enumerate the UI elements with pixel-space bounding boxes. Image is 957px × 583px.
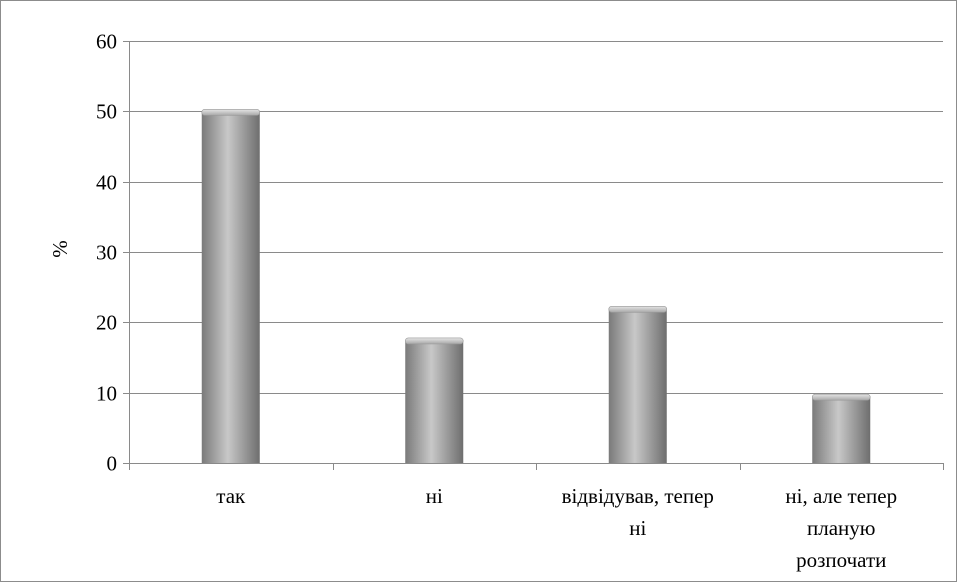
y-tick-label: 40	[96, 171, 117, 195]
x-category-labels: так ні відвідував, тепер ні ні, але тепер пла…	[216, 484, 897, 572]
x-category-label: ні	[426, 484, 443, 508]
bar-cap	[201, 109, 261, 116]
x-category-label: ні, але тепер	[785, 484, 897, 508]
bar	[201, 109, 261, 463]
bar-body	[812, 396, 871, 463]
x-category-label: планую	[807, 516, 875, 540]
y-tick-label: 30	[96, 241, 117, 265]
x-category-label: відвідував, тепер	[562, 484, 714, 508]
bar-body	[608, 308, 667, 463]
y-tick-label: 50	[96, 100, 117, 124]
bar	[811, 393, 871, 463]
x-category-label: розпочати	[796, 548, 886, 572]
bar-cap	[608, 305, 668, 313]
y-tick-label: 10	[96, 382, 117, 406]
y-tick-label: 20	[96, 311, 117, 335]
bar-cap	[811, 393, 871, 401]
y-axis-label: %	[48, 240, 72, 258]
x-category-label: так	[216, 484, 246, 508]
bars	[201, 109, 871, 463]
bar-body	[201, 111, 260, 463]
y-tick-labels: 0 10 20 30 40 50 60	[96, 30, 117, 476]
y-tick-label: 60	[96, 30, 117, 54]
bar	[608, 305, 668, 463]
bar	[404, 337, 464, 463]
bar-cap	[404, 337, 464, 345]
axes	[123, 41, 944, 470]
x-category-label: ні	[629, 516, 646, 540]
y-tick-label: 0	[107, 452, 118, 476]
bar-body	[405, 339, 464, 463]
gridlines	[129, 41, 943, 394]
